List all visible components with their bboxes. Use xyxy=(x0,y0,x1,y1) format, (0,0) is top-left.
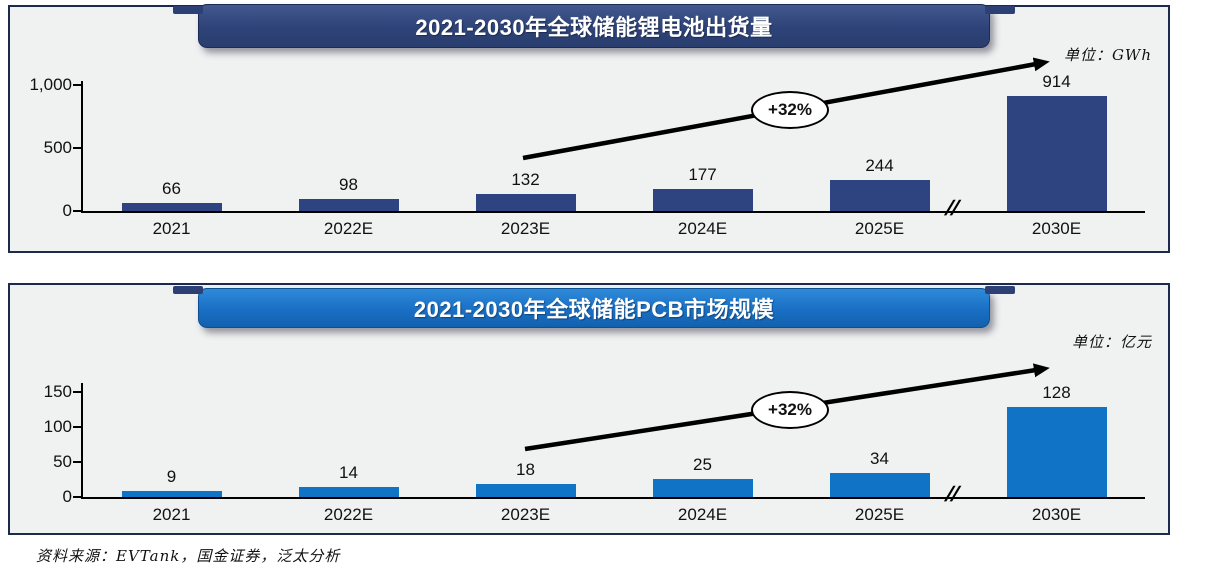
x-category-label: 2022E xyxy=(323,219,374,238)
bar-2030E xyxy=(1006,96,1107,211)
bar-value-label: 98 xyxy=(339,175,358,194)
y-tick-label: 50 xyxy=(53,452,72,471)
y-axis xyxy=(81,383,83,499)
bar-2025E xyxy=(829,473,930,497)
y-tick-label: 100 xyxy=(43,417,72,436)
x-category-label: 2021 xyxy=(152,219,191,238)
bar-value-label: 128 xyxy=(1042,383,1071,402)
bar-2025E xyxy=(829,180,930,211)
bar-value-label: 132 xyxy=(511,170,540,189)
y-tick-mark xyxy=(73,496,81,498)
x-axis xyxy=(81,497,1145,499)
x-category-label: 2023E xyxy=(500,505,551,524)
bar-value-label: 244 xyxy=(865,156,894,175)
banner-ribbon-left xyxy=(173,6,203,14)
bar-2024E xyxy=(652,479,753,497)
y-tick-mark xyxy=(73,391,81,393)
bar-2022E xyxy=(298,199,399,211)
chart-panel-pcb-market: 2021-2030年全球储能PCB市场规模 单位：亿元 +32% // 0 50 1… xyxy=(8,283,1170,535)
y-tick-label: 0 xyxy=(62,201,72,220)
chart-panel-lithium-battery: 2021-2030年全球储能锂电池出货量 单位：GWh +32% // 0 500… xyxy=(8,4,1170,253)
bar-2023E xyxy=(475,194,576,211)
growth-label: +32% xyxy=(768,400,812,419)
axis-break-icon: // xyxy=(943,483,961,506)
x-axis xyxy=(81,211,1145,213)
bar-value-label: 14 xyxy=(339,463,358,482)
y-tick-mark xyxy=(73,210,81,212)
plot-area: +32% // 0 50 100 150 9 2021 14 2022E 18 2023E 25 20… xyxy=(10,285,1168,533)
y-tick-label: 500 xyxy=(43,138,72,157)
source-note: 资料来源：EVTank，国金证券，泛太分析 xyxy=(36,547,341,565)
y-tick-label: 1,000 xyxy=(29,75,72,94)
unit-label: 单位：GWh xyxy=(1063,46,1152,64)
bar-value-label: 66 xyxy=(162,179,181,198)
x-category-label: 2021 xyxy=(152,505,191,524)
unit-label: 单位：亿元 xyxy=(1071,333,1152,351)
plot-area: +32% // 0 500 1,000 66 2021 98 2022E 132 2023E 17… xyxy=(10,7,1168,251)
chart-title: 2021-2030年全球储能锂电池出货量 xyxy=(415,15,773,40)
x-category-label: 2030E xyxy=(1031,219,1082,238)
chart-title-banner: 2021-2030年全球储能PCB市场规模 xyxy=(173,286,1015,328)
bar-2023E xyxy=(475,484,576,497)
x-category-label: 2024E xyxy=(677,219,728,238)
y-tick-mark xyxy=(73,426,81,428)
banner-ribbon-right xyxy=(985,286,1015,294)
x-category-label: 2023E xyxy=(500,219,551,238)
growth-badge: +32% xyxy=(751,391,829,429)
bar-value-label: 9 xyxy=(166,467,177,486)
bar-2021 xyxy=(121,203,222,211)
banner-ribbon-right xyxy=(985,6,1015,14)
x-category-label: 2025E xyxy=(854,505,905,524)
bar-value-label: 25 xyxy=(693,455,712,474)
bar-value-label: 34 xyxy=(870,449,889,468)
chart-title: 2021-2030年全球储能PCB市场规模 xyxy=(413,297,775,322)
bar-value-label: 18 xyxy=(516,460,535,479)
y-tick-label: 0 xyxy=(62,487,72,506)
bar-value-label: 914 xyxy=(1042,72,1071,91)
y-tick-label: 150 xyxy=(43,382,72,401)
bar-2030E xyxy=(1006,407,1107,497)
bar-2022E xyxy=(298,487,399,497)
chart-title-banner: 2021-2030年全球储能锂电池出货量 xyxy=(173,4,1015,48)
x-category-label: 2024E xyxy=(677,505,728,524)
bar-2024E xyxy=(652,189,753,211)
x-category-label: 2025E xyxy=(854,219,905,238)
bar-value-label: 177 xyxy=(688,165,717,184)
y-axis xyxy=(81,81,83,213)
x-category-label: 2022E xyxy=(323,505,374,524)
y-tick-mark xyxy=(73,147,81,149)
x-category-label: 2030E xyxy=(1031,505,1082,524)
banner-ribbon-left xyxy=(173,286,203,294)
growth-badge: +32% xyxy=(751,91,829,129)
y-tick-mark xyxy=(73,461,81,463)
y-tick-mark xyxy=(73,84,81,86)
bar-2021 xyxy=(121,491,222,497)
growth-label: +32% xyxy=(768,100,812,119)
axis-break-icon: // xyxy=(943,197,961,220)
